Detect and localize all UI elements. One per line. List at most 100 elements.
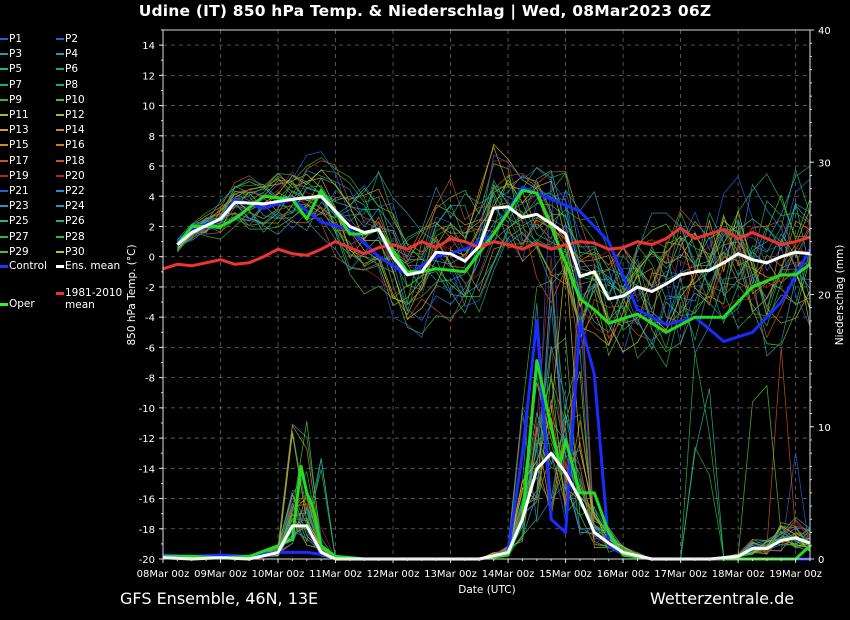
legend-item-oper: Oper (0, 298, 35, 310)
member-temp-line (177, 160, 811, 338)
ens-mean-temp-line (176, 194, 811, 301)
legend-label: Control (9, 260, 47, 272)
x-tick-label: 08Mar 00z (137, 569, 190, 580)
legend-label: mean (65, 299, 95, 311)
legend-swatch (56, 68, 64, 71)
legend-label: P3 (9, 48, 23, 61)
legend-label: P11 (9, 109, 29, 121)
chart-title: Udine (IT) 850 hPa Temp. & Niederschlag … (138, 2, 712, 20)
legend-item-p1: P1 (0, 33, 22, 45)
member-precip-line (162, 266, 811, 560)
control-precip-line (162, 319, 810, 561)
y-tick-label: 6 (149, 162, 155, 173)
x-tick-label: 09Mar 00z (194, 569, 247, 580)
x-tick-label: 13Mar 00z (424, 569, 477, 580)
x-axis-label: Date (UTC) (458, 584, 515, 596)
legend-label: P7 (9, 78, 23, 91)
legend-label: P22 (65, 185, 85, 197)
legend-item-p8: P8 (56, 79, 78, 91)
x-tick-label: 11Mar 00z (309, 569, 362, 580)
x-tick-label: 15Mar 00z (539, 569, 592, 580)
legend-swatch (0, 235, 8, 238)
member-precip-line (162, 399, 811, 560)
legend-item-p28: P28 (56, 231, 85, 243)
y-tick-label: 0 (149, 253, 155, 264)
x-tick-label: 14Mar 00z (482, 569, 535, 580)
legend-item-p9: P9 (0, 94, 22, 106)
legend-swatch (56, 174, 64, 177)
member-precip-line (162, 442, 811, 560)
legend-swatch (0, 174, 8, 177)
member-precip-line (162, 350, 811, 560)
legend-label: P18 (65, 154, 85, 167)
y-tick-label: -6 (145, 343, 155, 354)
legend-label: P10 (65, 93, 85, 106)
member-temp-line (177, 175, 811, 327)
legend-label: 1981-2010 (65, 287, 123, 299)
legend-label: P6 (65, 63, 79, 76)
legend-item-climatology: 1981-2010 mean (56, 287, 122, 311)
legend-item-p21: P21 (0, 185, 29, 197)
legend-swatch (0, 144, 8, 147)
legend-label: Oper (9, 298, 35, 310)
legend-item-p27: P27 (0, 231, 29, 243)
legend-label: P12 (65, 109, 85, 121)
legend-label: P27 (9, 230, 29, 243)
y-tick-label: -18 (139, 525, 155, 536)
legend-label: P30 (65, 245, 85, 258)
y-tick-label: -10 (139, 404, 155, 415)
legend-label: P14 (65, 124, 85, 137)
legend-swatch (0, 53, 8, 56)
member-temp-line (177, 183, 811, 327)
legend-swatch (0, 190, 8, 192)
legend-swatch (0, 159, 8, 162)
legend-label: P25 (9, 215, 29, 228)
member-precip-line (162, 276, 811, 560)
legend-item-p25: P25 (0, 215, 29, 227)
member-precip-line (162, 337, 811, 560)
legend-swatch (56, 205, 64, 208)
x-tick-label: 12Mar 00z (367, 569, 420, 580)
legend-item-p12: P12 (56, 109, 85, 121)
member-precip-line (162, 377, 811, 560)
member-precip-line (162, 419, 811, 560)
oper-precip-line (163, 359, 812, 561)
x-tick-label: 16Mar 00z (597, 569, 650, 580)
legend-item-p13: P13 (0, 124, 29, 136)
legend-swatch (0, 129, 8, 132)
legend-swatch (0, 302, 8, 306)
y2-tick-label: 40 (818, 26, 831, 37)
legend-label: P16 (65, 139, 85, 152)
legend-item-p3: P3 (0, 48, 22, 60)
member-temp-line (177, 177, 811, 353)
x-tick-label: 18Mar 00z (712, 569, 765, 580)
y-tick-label: 12 (142, 71, 155, 82)
legend-label: P23 (9, 200, 29, 213)
legend-label: P4 (65, 48, 79, 61)
legend-item-control: Control (0, 260, 47, 272)
legend-item-p5: P5 (0, 63, 22, 75)
legend-item-p17: P17 (0, 155, 29, 167)
y-tick-label: 8 (149, 132, 155, 143)
member-temp-line (177, 143, 811, 347)
legend-swatch (0, 220, 8, 223)
axes: -20-18-16-14-12-10-8-6-4-202468101214010… (137, 26, 831, 580)
x-tick-label: 19Mar 00z (769, 569, 822, 580)
y2-tick-label: 20 (818, 291, 831, 302)
legend-label: P24 (65, 200, 85, 213)
member-precip-line (162, 388, 811, 560)
legend-item-p15: P15 (0, 139, 29, 151)
legend-item-ens-mean: Ens. mean (56, 260, 120, 272)
legend-label: P26 (65, 215, 85, 228)
member-precip-line (162, 311, 811, 560)
legend-item-p22: P22 (56, 185, 85, 197)
y-axis-label: 850 hPa Temp. (°C) (126, 244, 138, 345)
legend-swatch (0, 98, 8, 101)
y-tick-label: -12 (139, 434, 155, 445)
legend-item-p10: P10 (56, 94, 85, 106)
footer-site-link[interactable]: Wetterzentrale.de (650, 589, 795, 608)
x-tick-label: 10Mar 00z (252, 569, 305, 580)
legend-swatch (56, 53, 64, 56)
y-tick-label: 14 (142, 41, 155, 52)
legend-label: P19 (9, 169, 29, 182)
